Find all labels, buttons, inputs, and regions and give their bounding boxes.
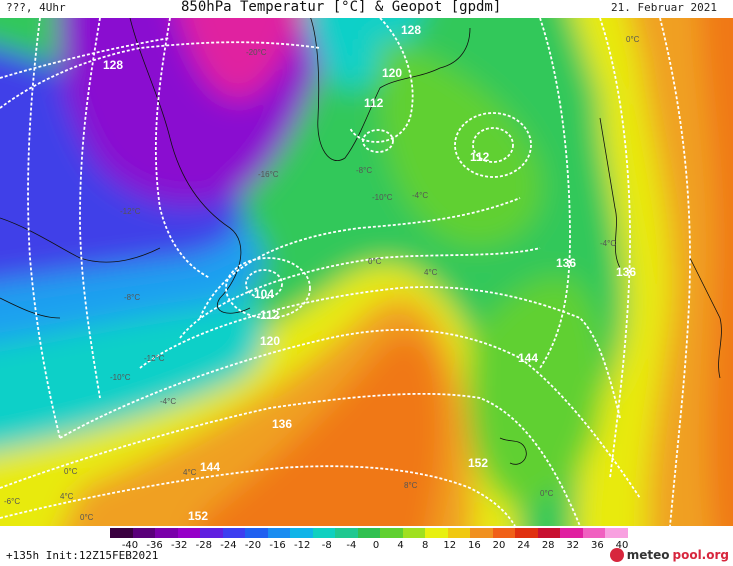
legend-tick-label: 28 <box>541 540 555 551</box>
legend-swatch <box>222 528 246 538</box>
legend-tick-label: -32 <box>171 540 188 551</box>
legend-swatch <box>200 528 224 538</box>
legend-swatch <box>155 528 179 538</box>
temp-label: 4°C <box>424 268 438 277</box>
legend-swatch <box>470 528 494 538</box>
forecast-date: 21. Februar 2021 <box>611 1 717 14</box>
legend-swatch <box>402 528 426 538</box>
header: ???, 4Uhr 850hPa Temperatur [°C] & Geopo… <box>0 0 733 18</box>
temp-label: 0°C <box>368 257 382 266</box>
temp-label: -20°C <box>246 48 267 57</box>
isobars <box>0 18 691 526</box>
temp-label: 0°C <box>540 489 554 498</box>
temp-label: -10°C <box>372 193 393 202</box>
brand-name-b: pool.org <box>672 548 729 562</box>
isobar-label: 112 <box>260 308 280 322</box>
temp-label: 0°C <box>80 513 94 522</box>
isobar-labels: 128 128 120 112 112 104 112 120 136 136 … <box>103 23 636 523</box>
temperature-labels: -20°C -16°C -12°C -10°C -8°C -4°C 0°C 4°… <box>4 35 640 522</box>
legend-swatch <box>357 528 381 538</box>
isobar-label: 152 <box>468 456 488 470</box>
brand-logo: meteo pool.org <box>609 548 729 562</box>
temp-label: 8°C <box>404 481 418 490</box>
isobar-label: 136 <box>616 265 636 279</box>
temp-label: -12°C <box>120 207 141 216</box>
legend-tick-label: 0 <box>372 540 380 551</box>
legend-tick-label: -16 <box>269 540 286 551</box>
legend-swatch <box>177 528 201 538</box>
isobar-label: 144 <box>518 351 538 365</box>
legend-tick-label: -36 <box>146 540 163 551</box>
legend-tick-label: 20 <box>492 540 506 551</box>
forecast-time-label: ???, 4Uhr <box>6 1 66 14</box>
temp-label: -4°C <box>412 191 428 200</box>
temp-label: 0°C <box>64 467 78 476</box>
isobar-label: 128 <box>401 23 421 37</box>
legend-swatch <box>605 528 629 538</box>
legend-tick-label: -24 <box>220 540 237 551</box>
isobar-label: 128 <box>103 58 123 72</box>
temp-label: -8°C <box>356 166 372 175</box>
legend-tick-label: 8 <box>422 540 429 551</box>
legend-swatch <box>312 528 336 538</box>
isobar-label: 120 <box>382 66 402 80</box>
isobar-label: 120 <box>260 334 280 348</box>
legend-tick-label: 32 <box>566 540 580 551</box>
temperature-field <box>0 18 733 526</box>
legend-swatch <box>110 528 134 538</box>
temp-label: -6°C <box>4 497 20 506</box>
temp-label: -8°C <box>124 293 140 302</box>
coastlines <box>0 18 722 465</box>
legend-tick-label: 12 <box>443 540 457 551</box>
temp-label: -10°C <box>110 373 131 382</box>
temp-label: -4°C <box>600 239 616 248</box>
legend-tick-label: 24 <box>517 540 530 551</box>
map-title: 850hPa Temperatur [°C] & Geopot [gpdm] <box>181 0 502 15</box>
legend-swatch <box>582 528 606 538</box>
legend-swatch <box>515 528 539 538</box>
legend-tick-label: -28 <box>195 540 212 551</box>
temp-label: 0°C <box>626 35 640 44</box>
legend-swatch <box>380 528 404 538</box>
legend-swatch <box>335 528 359 538</box>
legend-swatch <box>537 528 561 538</box>
temp-label: 4°C <box>183 468 197 477</box>
isobar-label: 104 <box>254 287 274 301</box>
weather-map: 128 128 120 112 112 104 112 120 136 136 … <box>0 18 733 526</box>
isobar-label: 112 <box>470 150 490 164</box>
logo-icon <box>609 548 624 562</box>
legend-swatch <box>132 528 156 538</box>
legend-tick-label: 4 <box>397 540 404 551</box>
isobar-label: 152 <box>188 509 208 523</box>
init-info: +135h Init:12Z15FEB2021 <box>6 549 159 562</box>
legend-tick-label: -20 <box>244 540 262 551</box>
isobar-label: 136 <box>272 417 292 431</box>
isobar-label: 144 <box>200 460 220 474</box>
footer: -40 -36 -32 -28 -24 -20 -16 -12 -8 -4 0 4 8 12 16 20 24 2… <box>0 526 733 566</box>
legend-swatch <box>560 528 584 538</box>
brand-name-a: meteo <box>626 548 670 562</box>
legend-swatch <box>290 528 314 538</box>
legend-swatch <box>425 528 449 538</box>
color-legend-bar <box>110 528 629 538</box>
legend-swatch <box>267 528 291 538</box>
isobar-label: 112 <box>364 96 384 110</box>
temp-label: 4°C <box>60 492 74 501</box>
isobar-label: 136 <box>556 256 576 270</box>
legend-tick-label: 16 <box>468 540 481 551</box>
legend-tick-label: 40 <box>615 540 629 551</box>
temp-label: -4°C <box>160 397 176 406</box>
legend-tick-label: -8 <box>321 540 332 551</box>
legend-swatch <box>492 528 516 538</box>
legend-swatch <box>245 528 269 538</box>
legend-tick-label: -40 <box>121 540 139 551</box>
legend-tick-label: -4 <box>346 540 357 551</box>
legend-swatch <box>447 528 471 538</box>
temp-label: -16°C <box>258 170 279 179</box>
temp-label: -12°C <box>144 354 165 363</box>
legend-tick-label: -12 <box>294 540 311 551</box>
legend-tick-label: 36 <box>591 540 604 551</box>
